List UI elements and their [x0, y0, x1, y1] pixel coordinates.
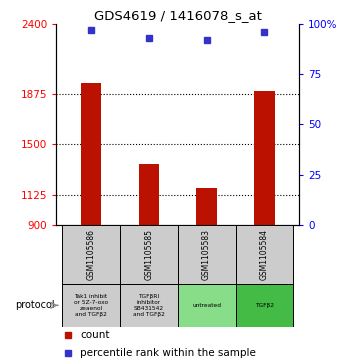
Text: protocol: protocol — [15, 300, 55, 310]
Bar — [177, 284, 236, 327]
Text: GSM1105584: GSM1105584 — [260, 229, 269, 280]
Bar — [62, 225, 120, 284]
Text: GSM1105585: GSM1105585 — [144, 229, 153, 280]
Text: count: count — [80, 330, 110, 340]
Bar — [236, 284, 293, 327]
Bar — [254, 91, 275, 225]
Text: percentile rank within the sample: percentile rank within the sample — [80, 348, 256, 358]
Bar — [177, 225, 236, 284]
Bar — [81, 83, 101, 225]
Text: GSM1105586: GSM1105586 — [86, 229, 95, 280]
Text: TGFβRI
inhibitor
SB431542
and TGFβ2: TGFβRI inhibitor SB431542 and TGFβ2 — [133, 294, 165, 317]
Text: GSM1105583: GSM1105583 — [202, 229, 211, 280]
Bar — [197, 188, 217, 225]
Bar — [120, 225, 177, 284]
Title: GDS4619 / 1416078_s_at: GDS4619 / 1416078_s_at — [94, 9, 261, 23]
Text: untreated: untreated — [192, 303, 221, 308]
Text: TGFβ2: TGFβ2 — [255, 303, 274, 308]
Bar — [62, 284, 120, 327]
Bar — [139, 164, 159, 225]
Bar — [236, 225, 293, 284]
Text: Tak1 inhibit
or 5Z-7-oxo
zeaenol
and TGFβ2: Tak1 inhibit or 5Z-7-oxo zeaenol and TGF… — [74, 294, 108, 317]
Bar — [120, 284, 177, 327]
